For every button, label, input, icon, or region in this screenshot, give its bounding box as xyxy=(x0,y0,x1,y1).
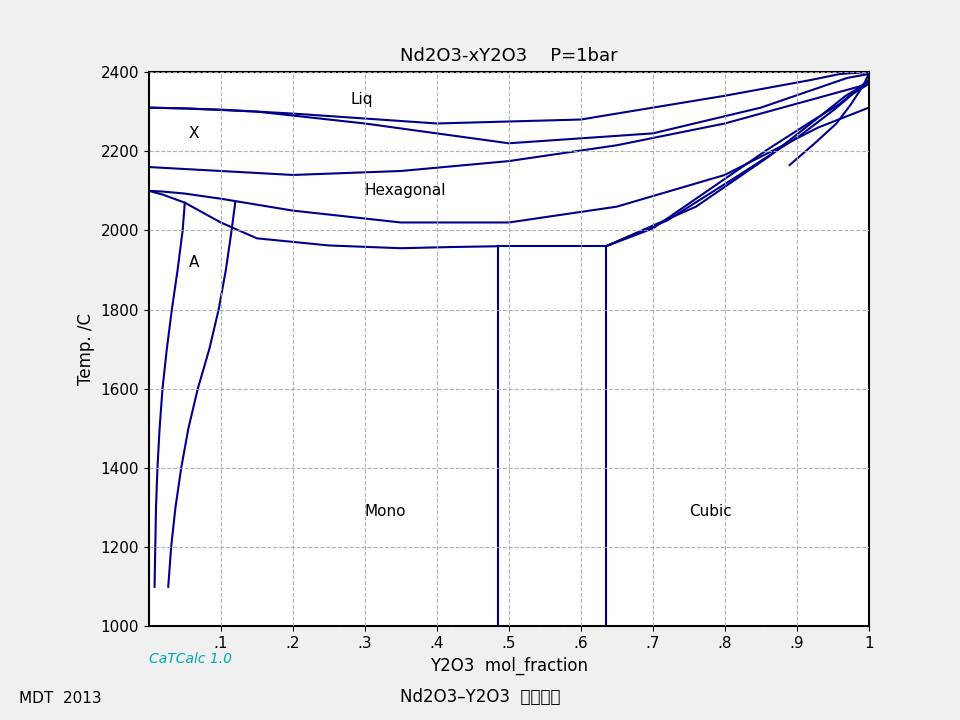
Text: Liq: Liq xyxy=(350,92,372,107)
Text: A: A xyxy=(188,255,199,269)
Title: Nd2O3-xY2O3    P=1bar: Nd2O3-xY2O3 P=1bar xyxy=(400,47,617,65)
Text: CaTCalc 1.0: CaTCalc 1.0 xyxy=(149,652,231,665)
Text: Mono: Mono xyxy=(365,504,406,519)
Text: Nd2O3–Y2O3  縦断面図: Nd2O3–Y2O3 縦断面図 xyxy=(399,688,561,706)
Text: MDT  2013: MDT 2013 xyxy=(19,690,102,706)
Text: Cubic: Cubic xyxy=(688,504,732,519)
Text: Hexagonal: Hexagonal xyxy=(365,184,446,198)
X-axis label: Y2O3  mol_fraction: Y2O3 mol_fraction xyxy=(430,657,588,675)
Y-axis label: Temp. /C: Temp. /C xyxy=(77,313,95,385)
Text: X: X xyxy=(188,126,199,141)
